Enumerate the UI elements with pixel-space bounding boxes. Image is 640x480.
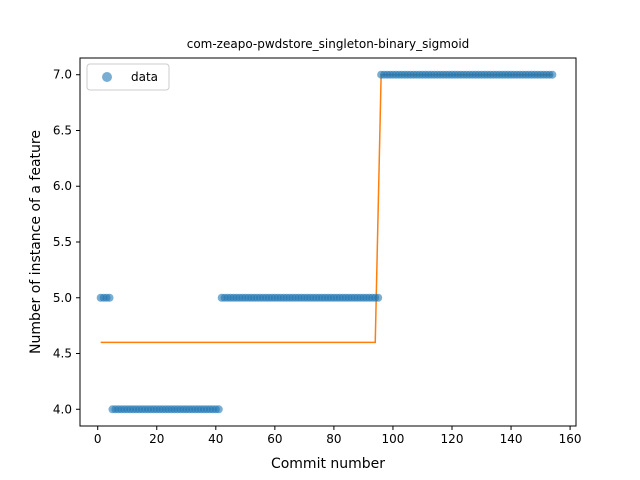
y-axis: 4.0 4.5 5.0 5.5 6.0 6.5 7.0 [53, 68, 80, 416]
data-point [105, 293, 114, 302]
x-tick-label: 80 [326, 432, 341, 446]
legend-box [86, 63, 170, 91]
y-tick-label: 4.0 [53, 402, 72, 416]
x-tick-label: 100 [381, 432, 404, 446]
x-tick-label: 60 [267, 432, 282, 446]
y-axis-label: Number of instance of a feature [28, 130, 44, 354]
data-points-layer [96, 70, 557, 414]
x-tick-label: 20 [149, 432, 164, 446]
y-tick-label: 5.0 [53, 291, 72, 305]
y-tick-label: 7.0 [53, 68, 72, 82]
x-tick-label: 160 [559, 432, 582, 446]
y-tick-label: 6.0 [53, 179, 72, 193]
y-tick-label: 5.5 [53, 235, 72, 249]
y-tick-label: 6.5 [53, 123, 72, 137]
x-axis-label: Commit number [271, 456, 385, 472]
legend-marker-data [102, 72, 112, 82]
y-tick-label: 4.5 [53, 347, 72, 361]
data-point [214, 405, 223, 414]
legend: data [86, 63, 170, 91]
plot-frame [79, 57, 577, 427]
legend-label-data: data [131, 70, 158, 84]
x-tick-label: 120 [441, 432, 464, 446]
plot-area [79, 57, 577, 427]
chart-title: com-zeapo-pwdstore_singleton-binary_sigm… [187, 37, 470, 51]
x-tick-label: 40 [208, 432, 223, 446]
data-point [374, 293, 383, 302]
x-axis: 0 20 40 60 80 100 120 140 160 [94, 426, 582, 446]
data-point [548, 70, 557, 79]
fit-line [100, 73, 553, 344]
x-tick-label: 140 [500, 432, 523, 446]
x-tick-label: 0 [94, 432, 102, 446]
fit-line-layer [100, 73, 553, 344]
